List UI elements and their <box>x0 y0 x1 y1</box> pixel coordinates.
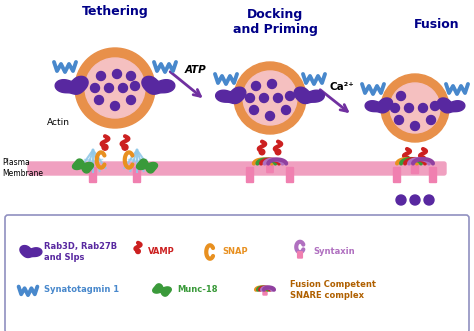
Circle shape <box>91 83 100 92</box>
Polygon shape <box>137 159 157 173</box>
Polygon shape <box>294 87 324 104</box>
Text: Synatotagmin 1: Synatotagmin 1 <box>44 286 119 295</box>
Circle shape <box>85 58 145 118</box>
Circle shape <box>419 104 428 113</box>
Circle shape <box>130 81 139 90</box>
Polygon shape <box>142 76 175 94</box>
Polygon shape <box>365 98 392 113</box>
Circle shape <box>127 96 136 105</box>
Text: Actin: Actin <box>47 118 70 127</box>
FancyBboxPatch shape <box>286 167 293 182</box>
Circle shape <box>112 70 121 78</box>
Text: Plasma
Membrane: Plasma Membrane <box>2 158 43 178</box>
FancyBboxPatch shape <box>263 290 267 295</box>
Circle shape <box>110 102 119 111</box>
Polygon shape <box>153 284 171 296</box>
Circle shape <box>394 116 403 124</box>
Circle shape <box>410 121 419 130</box>
Circle shape <box>136 249 140 254</box>
Circle shape <box>420 156 426 162</box>
Text: Rab3D, Rab27B
and Slps: Rab3D, Rab27B and Slps <box>44 242 117 262</box>
Polygon shape <box>216 87 246 104</box>
Text: VAMP: VAMP <box>148 248 175 257</box>
Circle shape <box>267 79 276 88</box>
Circle shape <box>410 195 420 205</box>
Circle shape <box>265 112 274 120</box>
Circle shape <box>243 71 297 125</box>
Circle shape <box>285 91 294 101</box>
FancyBboxPatch shape <box>246 167 254 182</box>
Text: Fusion Competent
SNARE complex: Fusion Competent SNARE complex <box>290 280 376 300</box>
Circle shape <box>246 93 255 103</box>
Circle shape <box>424 195 434 205</box>
Circle shape <box>249 106 258 115</box>
Text: Tethering: Tethering <box>82 5 148 18</box>
Circle shape <box>390 83 440 133</box>
Circle shape <box>275 149 281 155</box>
Circle shape <box>396 195 406 205</box>
Circle shape <box>282 106 291 115</box>
Circle shape <box>404 104 413 113</box>
Circle shape <box>97 71 106 80</box>
Polygon shape <box>20 246 42 258</box>
Polygon shape <box>438 98 465 113</box>
Circle shape <box>252 81 261 90</box>
Circle shape <box>427 116 436 124</box>
Circle shape <box>259 149 265 155</box>
Circle shape <box>94 96 103 105</box>
Circle shape <box>273 93 283 103</box>
FancyBboxPatch shape <box>28 162 446 175</box>
FancyBboxPatch shape <box>134 167 140 182</box>
Circle shape <box>404 156 410 162</box>
Text: Docking
and Priming: Docking and Priming <box>233 8 318 36</box>
Circle shape <box>430 102 439 111</box>
FancyBboxPatch shape <box>429 167 437 182</box>
Text: Munc-18: Munc-18 <box>177 286 218 295</box>
FancyBboxPatch shape <box>298 252 302 258</box>
Text: Ca²⁺: Ca²⁺ <box>330 82 355 92</box>
Circle shape <box>234 62 306 134</box>
Circle shape <box>118 83 128 92</box>
Circle shape <box>75 48 155 128</box>
Circle shape <box>391 104 400 113</box>
Text: Syntaxin: Syntaxin <box>313 248 355 257</box>
Circle shape <box>259 93 268 103</box>
Circle shape <box>102 144 108 150</box>
FancyBboxPatch shape <box>90 167 97 182</box>
Text: Fusion: Fusion <box>414 18 460 31</box>
FancyBboxPatch shape <box>393 167 401 182</box>
Circle shape <box>122 144 128 150</box>
Text: SNAP: SNAP <box>222 248 247 257</box>
Circle shape <box>381 74 449 142</box>
Polygon shape <box>73 159 93 173</box>
Circle shape <box>127 71 136 80</box>
Text: ATP: ATP <box>185 65 207 75</box>
FancyBboxPatch shape <box>411 164 419 173</box>
FancyBboxPatch shape <box>267 164 273 172</box>
Circle shape <box>104 83 113 92</box>
Polygon shape <box>55 76 88 94</box>
Circle shape <box>396 91 405 101</box>
